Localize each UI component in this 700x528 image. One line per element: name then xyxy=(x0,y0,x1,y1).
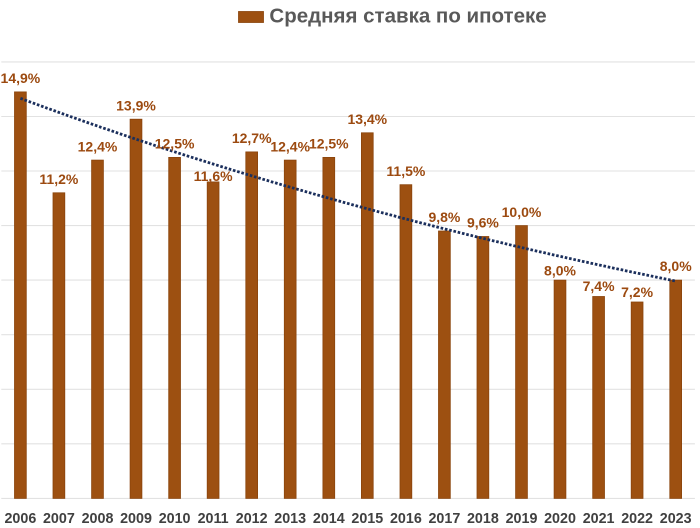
svg-text:2020: 2020 xyxy=(544,511,576,527)
svg-text:12,7%: 12,7% xyxy=(232,130,272,146)
svg-text:8,0%: 8,0% xyxy=(660,258,692,274)
svg-text:13,9%: 13,9% xyxy=(116,97,156,113)
svg-text:9,6%: 9,6% xyxy=(467,215,499,231)
svg-text:2010: 2010 xyxy=(159,511,191,527)
svg-text:2017: 2017 xyxy=(428,511,460,527)
svg-text:12,4%: 12,4% xyxy=(78,138,118,154)
svg-text:10,0%: 10,0% xyxy=(502,204,542,220)
svg-text:2006: 2006 xyxy=(4,511,36,527)
svg-text:11,6%: 11,6% xyxy=(194,168,233,184)
svg-text:13,4%: 13,4% xyxy=(347,111,387,127)
svg-text:8,0%: 8,0% xyxy=(544,263,576,279)
svg-text:11,5%: 11,5% xyxy=(386,163,425,179)
svg-text:2013: 2013 xyxy=(274,511,306,527)
svg-text:12,4%: 12,4% xyxy=(270,138,310,154)
svg-text:2015: 2015 xyxy=(351,511,383,527)
svg-text:2007: 2007 xyxy=(43,511,75,527)
svg-text:2014: 2014 xyxy=(313,511,345,527)
svg-text:2012: 2012 xyxy=(236,511,268,527)
svg-text:12,5%: 12,5% xyxy=(309,136,349,152)
svg-text:2019: 2019 xyxy=(506,511,538,527)
svg-text:7,2%: 7,2% xyxy=(621,284,653,300)
svg-text:14,9%: 14,9% xyxy=(1,70,41,86)
svg-text:2008: 2008 xyxy=(82,511,114,527)
svg-text:Средняя ставка по ипотеке: Средняя ставка по ипотеке xyxy=(269,5,546,28)
svg-text:7,4%: 7,4% xyxy=(583,278,615,294)
svg-text:2011: 2011 xyxy=(198,511,229,527)
svg-text:12,5%: 12,5% xyxy=(155,136,195,152)
svg-text:11,2%: 11,2% xyxy=(39,171,78,187)
svg-text:2023: 2023 xyxy=(660,511,692,527)
svg-text:2009: 2009 xyxy=(120,511,152,527)
svg-text:2022: 2022 xyxy=(621,511,653,527)
svg-text:2021: 2021 xyxy=(583,511,615,527)
svg-text:9,8%: 9,8% xyxy=(428,209,460,225)
svg-text:2016: 2016 xyxy=(390,511,422,527)
svg-text:2018: 2018 xyxy=(467,511,499,527)
